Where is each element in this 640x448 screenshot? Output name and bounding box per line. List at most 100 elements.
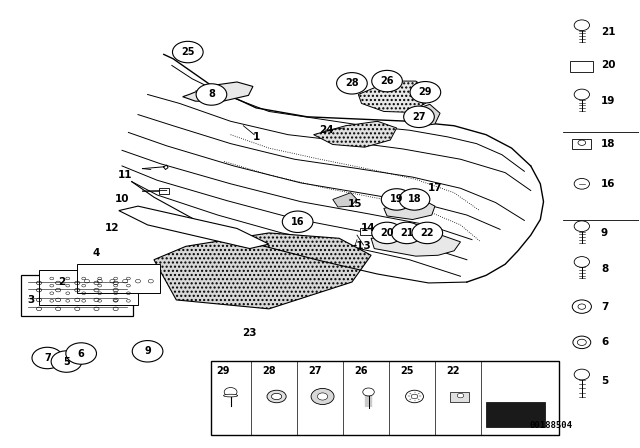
Text: 26: 26 (380, 76, 394, 86)
Circle shape (404, 106, 435, 128)
Ellipse shape (271, 393, 282, 400)
Text: 22: 22 (447, 366, 460, 375)
Text: 21: 21 (400, 228, 413, 238)
Polygon shape (406, 104, 440, 127)
Circle shape (66, 343, 97, 364)
FancyBboxPatch shape (77, 264, 161, 293)
Circle shape (32, 347, 63, 369)
Circle shape (282, 211, 313, 233)
Text: 2: 2 (58, 277, 65, 287)
FancyBboxPatch shape (572, 139, 591, 149)
Text: 9: 9 (601, 228, 608, 238)
Circle shape (372, 70, 403, 92)
Text: 18: 18 (601, 138, 616, 149)
Polygon shape (358, 81, 429, 112)
Text: 28: 28 (345, 78, 359, 88)
Text: 29: 29 (419, 87, 432, 97)
Polygon shape (119, 206, 269, 249)
Text: 10: 10 (115, 194, 129, 204)
Text: 20: 20 (601, 60, 616, 70)
Text: 6: 6 (78, 349, 84, 358)
Text: 26: 26 (355, 366, 368, 375)
Circle shape (572, 300, 591, 313)
Text: 28: 28 (262, 366, 276, 375)
FancyBboxPatch shape (486, 402, 545, 427)
Text: 11: 11 (118, 170, 132, 180)
Circle shape (392, 222, 422, 244)
Circle shape (363, 388, 374, 396)
Circle shape (410, 82, 441, 103)
Circle shape (574, 257, 589, 267)
Polygon shape (154, 233, 371, 309)
Text: 4: 4 (93, 248, 100, 258)
Circle shape (337, 73, 367, 94)
Text: 8: 8 (208, 90, 215, 99)
Circle shape (132, 340, 163, 362)
Circle shape (412, 222, 443, 244)
Text: 5: 5 (63, 357, 70, 366)
Text: 00188504: 00188504 (530, 421, 573, 431)
Text: 24: 24 (319, 125, 333, 135)
Text: 21: 21 (601, 27, 616, 37)
Text: 20: 20 (380, 228, 394, 238)
FancyBboxPatch shape (159, 188, 169, 194)
FancyBboxPatch shape (39, 271, 138, 305)
Circle shape (372, 222, 403, 244)
Polygon shape (314, 121, 397, 147)
Circle shape (173, 41, 203, 63)
Text: 7: 7 (601, 302, 609, 312)
Text: 5: 5 (601, 376, 608, 386)
Circle shape (399, 189, 430, 210)
Text: 23: 23 (243, 328, 257, 338)
Circle shape (577, 339, 586, 345)
Text: 16: 16 (291, 217, 305, 227)
Circle shape (224, 388, 237, 396)
Circle shape (573, 336, 591, 349)
FancyBboxPatch shape (211, 361, 559, 435)
FancyBboxPatch shape (360, 228, 374, 235)
Circle shape (574, 89, 589, 100)
Text: 6: 6 (601, 337, 608, 347)
Text: 18: 18 (408, 194, 421, 204)
Circle shape (317, 393, 328, 400)
Polygon shape (384, 199, 435, 220)
Circle shape (458, 393, 464, 398)
Polygon shape (333, 193, 357, 207)
Circle shape (574, 178, 589, 189)
Polygon shape (371, 235, 461, 256)
Text: 22: 22 (420, 228, 434, 238)
Text: 25: 25 (181, 47, 195, 57)
Circle shape (196, 84, 227, 105)
FancyBboxPatch shape (21, 276, 133, 315)
Circle shape (51, 351, 82, 372)
Circle shape (381, 189, 412, 210)
Text: 7: 7 (44, 353, 51, 363)
Text: -13: -13 (352, 241, 371, 251)
Text: 9: 9 (144, 346, 151, 356)
FancyBboxPatch shape (451, 392, 469, 402)
Text: 1: 1 (253, 132, 260, 142)
Text: 17: 17 (428, 183, 442, 193)
Ellipse shape (267, 390, 286, 403)
Circle shape (574, 369, 589, 380)
Circle shape (406, 390, 424, 403)
Text: 14: 14 (360, 224, 375, 233)
Text: 29: 29 (216, 366, 230, 375)
Circle shape (574, 221, 589, 232)
Text: 27: 27 (308, 366, 322, 375)
Text: 12: 12 (105, 224, 120, 233)
FancyBboxPatch shape (570, 60, 593, 72)
Circle shape (574, 20, 589, 30)
Text: 15: 15 (348, 199, 362, 209)
Circle shape (311, 388, 334, 405)
Text: 3: 3 (27, 295, 35, 305)
Circle shape (412, 394, 418, 399)
Polygon shape (182, 82, 253, 101)
Text: 19: 19 (601, 96, 616, 106)
Circle shape (578, 304, 586, 309)
Ellipse shape (223, 394, 237, 397)
Text: 8: 8 (601, 264, 608, 274)
Text: 16: 16 (601, 179, 616, 189)
Circle shape (578, 140, 586, 146)
Text: 25: 25 (401, 366, 414, 375)
